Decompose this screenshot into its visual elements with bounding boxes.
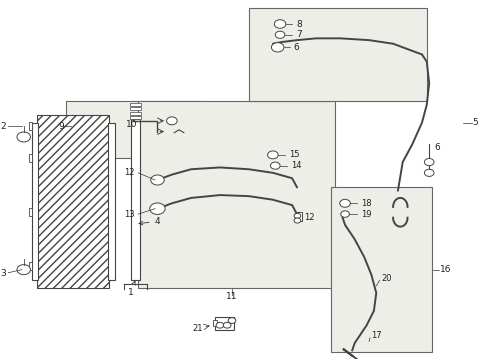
Bar	[130, 103, 141, 106]
Text: 9: 9	[58, 122, 64, 131]
Text: 17: 17	[371, 332, 382, 341]
Bar	[32, 123, 38, 280]
Bar	[130, 107, 141, 111]
Circle shape	[341, 211, 349, 217]
Bar	[249, 8, 427, 101]
Circle shape	[424, 169, 434, 176]
Circle shape	[340, 199, 350, 207]
Text: 10: 10	[126, 120, 138, 129]
Circle shape	[424, 158, 434, 166]
Bar	[131, 119, 140, 280]
Text: 3: 3	[0, 269, 6, 278]
Text: 16: 16	[440, 265, 452, 274]
Circle shape	[294, 218, 301, 223]
Text: 7: 7	[296, 30, 302, 39]
Text: 20: 20	[381, 274, 392, 283]
Circle shape	[274, 20, 286, 28]
Text: 21: 21	[193, 324, 203, 333]
Text: 8: 8	[296, 19, 302, 28]
Text: 18: 18	[361, 199, 371, 208]
Bar	[28, 208, 32, 216]
Bar	[108, 123, 115, 280]
Circle shape	[17, 132, 30, 142]
Bar	[130, 112, 141, 115]
Text: 5: 5	[472, 118, 478, 127]
Bar	[331, 187, 432, 352]
Circle shape	[294, 213, 301, 219]
Text: 6: 6	[434, 143, 440, 152]
Circle shape	[223, 322, 231, 328]
Text: 19: 19	[361, 210, 371, 219]
Bar	[138, 101, 335, 288]
Circle shape	[271, 42, 284, 52]
Text: 4: 4	[139, 217, 160, 226]
Text: 12: 12	[304, 213, 315, 222]
Circle shape	[268, 151, 278, 159]
Circle shape	[228, 318, 236, 323]
Bar	[213, 320, 217, 326]
Circle shape	[270, 162, 280, 169]
Bar	[294, 212, 302, 221]
Text: 2: 2	[0, 122, 6, 131]
Bar	[215, 317, 234, 330]
Text: 15: 15	[289, 150, 299, 159]
Text: 11: 11	[226, 292, 238, 301]
Bar	[130, 116, 141, 119]
Circle shape	[167, 117, 177, 125]
Text: 1: 1	[127, 281, 135, 297]
Circle shape	[275, 31, 285, 39]
Text: 6: 6	[294, 43, 299, 52]
Bar	[66, 101, 201, 158]
Text: 14: 14	[291, 161, 302, 170]
Circle shape	[216, 322, 224, 328]
Bar	[28, 122, 32, 130]
Bar	[28, 262, 32, 270]
Text: 13: 13	[124, 210, 134, 219]
Circle shape	[150, 203, 165, 215]
Bar	[37, 116, 109, 288]
Circle shape	[17, 265, 30, 275]
Text: 12: 12	[124, 168, 134, 177]
Circle shape	[345, 359, 355, 360]
Bar	[28, 154, 32, 162]
Circle shape	[151, 175, 164, 185]
